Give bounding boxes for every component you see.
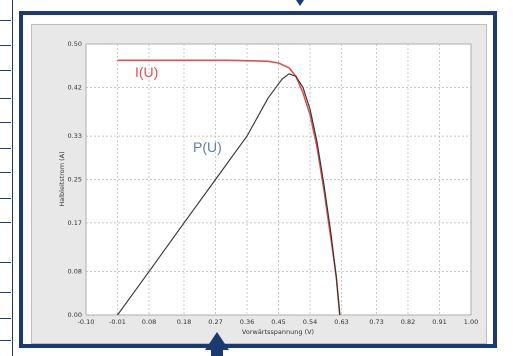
bottom-arrow-stem [211, 349, 223, 356]
left-rule [0, 222, 11, 223]
x-tick-label: 0.54 [303, 318, 317, 326]
y-tick-labels: 0.00 0.08 0.17 0.25 0.33 0.42 0.50 [68, 40, 82, 319]
x-tick-label: 0.18 [177, 318, 191, 326]
left-rule [0, 262, 11, 263]
iv-characteristic-chart: -0.10 -0.01 0.08 0.18 0.27 0.36 0.45 0.54 0.63 0.… [58, 40, 479, 336]
y-tick-label: 0.25 [68, 176, 82, 184]
y-tick-label: 0.00 [68, 311, 82, 319]
left-rule [0, 172, 11, 173]
x-tick-label: 0.91 [432, 318, 446, 326]
left-rule [0, 70, 11, 71]
left-rule [0, 148, 11, 149]
left-rule [0, 198, 11, 199]
y-tick-label: 0.17 [68, 219, 82, 227]
top-arrow-marker [296, 0, 304, 6]
left-rule [0, 122, 11, 123]
x-tick-label: 0.27 [208, 318, 222, 326]
left-rule [0, 318, 11, 319]
bottom-arrow-marker [205, 332, 229, 350]
series-line-iu [117, 59, 341, 316]
series-line-pu [117, 73, 341, 316]
left-rule [0, 98, 11, 99]
y-tick-label: 0.08 [68, 268, 82, 276]
left-rule [0, 45, 11, 46]
x-tick-labels: -0.10 -0.01 0.08 0.18 0.27 0.36 0.45 0.54 0.63 0.… [78, 318, 479, 326]
x-tick-label: -0.10 [78, 318, 95, 326]
curve-label-i-u: I(U) [135, 64, 158, 80]
x-tick-label: -0.01 [109, 318, 126, 326]
left-rule [0, 292, 11, 293]
y-tick-label: 0.50 [68, 40, 82, 48]
x-tick-label: 0.82 [401, 318, 415, 326]
left-strip [0, 0, 13, 356]
left-rule [0, 20, 11, 21]
x-tick-label: 0.73 [369, 318, 383, 326]
x-tick-label: 0.36 [240, 318, 254, 326]
left-rule [0, 340, 11, 341]
series-group [117, 59, 341, 316]
y-tick-label: 0.42 [68, 83, 82, 91]
x-tick-label: 1.00 [464, 318, 478, 326]
x-tick-label: 0.45 [271, 318, 285, 326]
x-tick-label: 0.63 [334, 318, 348, 326]
y-axis-title: Halbleitstrom (A) [58, 151, 66, 206]
y-tick-label: 0.33 [68, 132, 82, 140]
grid [85, 43, 472, 316]
x-tick-label: 0.08 [142, 318, 156, 326]
x-axis-title: Vorwärtsspannung (V) [242, 328, 314, 336]
curve-label-p-u: P(U) [193, 139, 222, 155]
